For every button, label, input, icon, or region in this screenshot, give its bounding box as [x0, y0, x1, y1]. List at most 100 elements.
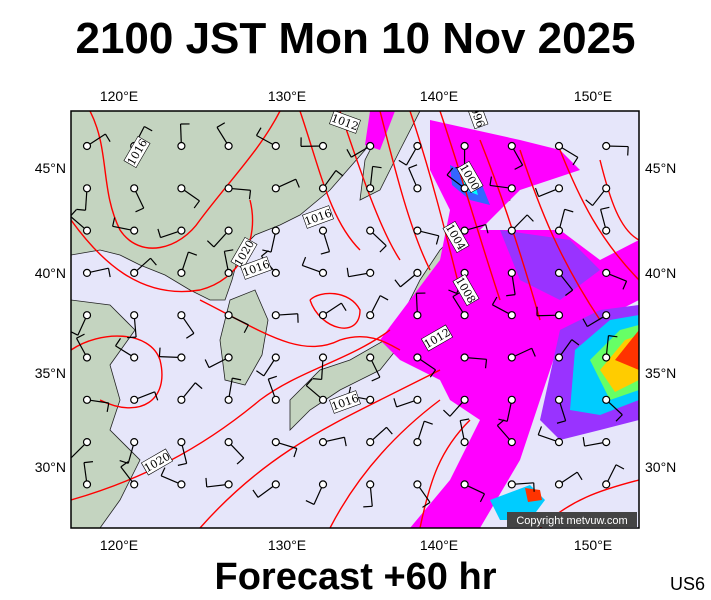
isobars	[71, 111, 639, 528]
wind-barb	[305, 480, 328, 506]
wind-barb	[130, 257, 157, 277]
lon-tick: 150°E	[574, 88, 612, 104]
wind-barb	[305, 378, 328, 404]
wind-barb	[602, 268, 628, 290]
lon-tick: 130°E	[268, 88, 306, 104]
wind-barb	[602, 335, 618, 362]
wind-barb	[394, 268, 422, 288]
wind-barb	[71, 438, 92, 459]
wind-barb	[537, 426, 564, 447]
isobar-line	[379, 111, 431, 271]
wind-barb	[271, 438, 298, 458]
wind-barb	[366, 426, 393, 447]
wind-barb	[536, 306, 564, 320]
wind-barb	[158, 347, 186, 362]
isobar-line	[299, 111, 361, 251]
wind-barb	[301, 256, 328, 277]
wind-barb	[554, 395, 567, 424]
wind-barb	[224, 377, 242, 404]
lat-tick: 35°N	[645, 365, 676, 381]
wind-barb	[489, 176, 516, 193]
lat-axis-right: 45°N 40°N 35°N 30°N	[645, 160, 676, 475]
wind-barb	[177, 184, 200, 209]
wind-barb	[408, 164, 422, 193]
wind-barb	[177, 382, 203, 404]
wind-barb	[312, 353, 328, 381]
wind-barb	[498, 395, 516, 422]
copyright-text: Copyright metvuw.com	[516, 515, 627, 527]
lon-axis-top: 120°E 130°E 140°E 150°E	[100, 88, 612, 104]
wind-barb	[177, 123, 190, 151]
wind-barb	[366, 353, 381, 382]
region-code: US6	[669, 574, 705, 594]
wind-barb	[205, 477, 233, 489]
wind-barb	[82, 461, 94, 489]
wind-barb	[363, 480, 375, 508]
wind-barb	[413, 480, 431, 508]
wind-barb	[224, 311, 249, 334]
wind-barb	[366, 295, 389, 320]
lat-tick: 40°N	[35, 265, 66, 281]
wind-barb	[252, 480, 280, 498]
wind-barb	[554, 268, 574, 297]
wind-barb	[602, 464, 625, 489]
lon-tick: 140°E	[420, 88, 458, 104]
wind-barb	[256, 353, 280, 377]
lon-tick: 140°E	[420, 537, 458, 553]
wind-barb	[300, 137, 328, 151]
wind-barb	[267, 375, 280, 404]
lon-tick: 120°E	[100, 88, 138, 104]
wind-barb	[177, 438, 188, 466]
wind-barb	[112, 217, 139, 235]
isobar-line	[71, 329, 391, 501]
wind-barb	[318, 436, 347, 447]
copyright-badge: Copyright metvuw.com	[507, 512, 637, 527]
wind-barb	[460, 353, 488, 369]
wind-barb	[262, 226, 280, 253]
wind-barb	[82, 267, 111, 278]
wind-barb	[585, 184, 611, 207]
wind-barb	[206, 226, 233, 248]
wind-barb	[413, 226, 440, 245]
wind-barb	[76, 184, 92, 211]
isobar-line	[519, 149, 601, 321]
isobar-line	[339, 111, 401, 261]
wind-barb	[582, 311, 611, 328]
wind-barb	[177, 311, 195, 339]
wind-barb	[177, 251, 198, 277]
wind-barb	[393, 395, 422, 408]
lon-tick: 150°E	[574, 537, 612, 553]
lat-tick: 35°N	[35, 365, 66, 381]
wind-barb	[130, 184, 145, 213]
wind-barb	[130, 391, 159, 404]
isobar-line	[439, 111, 501, 301]
wind-stations	[71, 122, 629, 508]
wind-barb	[496, 419, 516, 447]
wind-barb	[398, 141, 422, 166]
lat-axis-left: 45°N 40°N 35°N 30°N	[35, 160, 66, 475]
isobar-line	[71, 335, 163, 409]
isobar-line	[599, 159, 639, 241]
wind-barb	[366, 226, 387, 253]
lat-tick: 30°N	[645, 459, 676, 475]
wind-barb	[460, 223, 489, 235]
wind-barb	[346, 267, 375, 278]
lon-axis-bottom: 120°E 130°E 140°E 150°E	[100, 537, 612, 553]
wind-barb	[216, 122, 233, 151]
wind-barb	[255, 127, 280, 151]
forecast-label: Forecast +60 hr	[214, 556, 497, 598]
wind-barb	[534, 184, 564, 198]
wind-barb	[600, 206, 611, 235]
wind-barb	[120, 461, 139, 489]
wind-barb	[413, 292, 426, 320]
lat-tick: 45°N	[645, 160, 676, 176]
lat-tick: 30°N	[35, 459, 66, 475]
wind-barb	[318, 170, 344, 193]
map-title: 2100 JST Mon 10 Nov 2025	[75, 14, 636, 63]
wind-barb	[507, 141, 524, 170]
wind-barb	[413, 353, 437, 378]
wind-barb	[602, 395, 623, 422]
lon-tick: 130°E	[268, 537, 306, 553]
wind-barb	[346, 141, 375, 158]
isobar-line	[479, 139, 541, 321]
